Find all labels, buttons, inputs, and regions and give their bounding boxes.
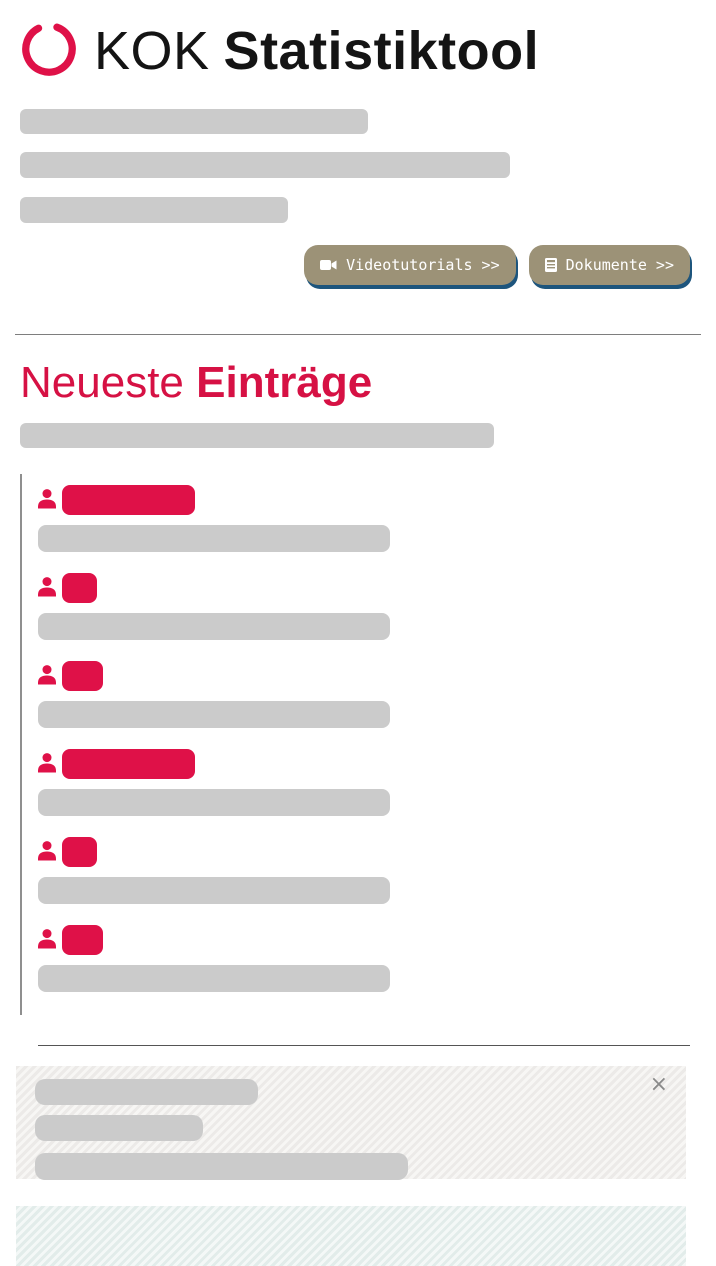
list-item bbox=[38, 573, 690, 640]
entry-author-row bbox=[38, 837, 690, 867]
redacted-text-bar bbox=[20, 423, 494, 448]
user-icon bbox=[38, 664, 56, 690]
redacted-text-bar bbox=[35, 1153, 408, 1180]
entry-detail-redacted bbox=[38, 965, 390, 992]
entry-name-redacted[interactable] bbox=[62, 925, 103, 955]
dokumente-button[interactable]: Dokumente >> bbox=[528, 245, 690, 285]
videotutorials-label: Videotutorials >> bbox=[346, 256, 500, 274]
heading-word-regular: Neueste bbox=[20, 358, 184, 407]
entry-author-row bbox=[38, 925, 690, 955]
redacted-text-bar bbox=[35, 1115, 203, 1141]
close-icon[interactable]: × bbox=[649, 1072, 668, 1097]
entry-author-row bbox=[38, 573, 690, 603]
user-icon bbox=[38, 928, 56, 954]
intro-text-redacted bbox=[20, 109, 696, 223]
dokumente-label: Dokumente >> bbox=[565, 256, 674, 274]
redacted-text-bar bbox=[35, 1079, 258, 1105]
notice-box: × bbox=[16, 1066, 686, 1180]
video-camera-icon bbox=[320, 259, 337, 271]
user-icon bbox=[38, 488, 56, 514]
footer-strip bbox=[16, 1206, 686, 1266]
redacted-text-bar bbox=[20, 109, 368, 134]
entry-author-row bbox=[38, 661, 690, 691]
videotutorials-button[interactable]: Videotutorials >> bbox=[304, 245, 516, 285]
entry-name-redacted[interactable] bbox=[62, 485, 195, 515]
entry-detail-redacted bbox=[38, 789, 390, 816]
entry-name-redacted[interactable] bbox=[62, 837, 97, 867]
entry-author-row bbox=[38, 749, 690, 779]
section-heading: Neueste Einträge bbox=[20, 361, 696, 405]
product-name: Statistiktool bbox=[223, 20, 540, 81]
list-item bbox=[38, 837, 690, 904]
divider bbox=[15, 334, 701, 335]
app-header: KOK Statistiktool bbox=[20, 18, 716, 83]
list-item bbox=[38, 925, 690, 992]
entry-name-redacted[interactable] bbox=[62, 661, 103, 691]
document-icon bbox=[544, 258, 557, 272]
entry-detail-redacted bbox=[38, 701, 390, 728]
entry-name-redacted[interactable] bbox=[62, 749, 195, 779]
page-title: KOK Statistiktool bbox=[94, 20, 539, 82]
user-icon bbox=[38, 752, 56, 778]
entry-detail-redacted bbox=[38, 877, 390, 904]
divider bbox=[38, 1045, 690, 1046]
brand-name: KOK bbox=[94, 20, 210, 81]
action-buttons: Videotutorials >> Dokumente >> bbox=[0, 245, 690, 285]
heading-word-bold: Einträge bbox=[196, 358, 373, 407]
list-item bbox=[38, 661, 690, 728]
redacted-text-bar bbox=[20, 152, 510, 178]
entry-name-redacted[interactable] bbox=[62, 573, 97, 603]
user-icon bbox=[38, 840, 56, 866]
entry-detail-redacted bbox=[38, 613, 390, 640]
entry-detail-redacted bbox=[38, 525, 390, 552]
entry-author-row bbox=[38, 485, 690, 515]
list-item bbox=[38, 485, 690, 552]
redacted-text-bar bbox=[20, 197, 288, 223]
kok-logo-icon[interactable] bbox=[20, 18, 78, 83]
list-item bbox=[38, 749, 690, 816]
entries-list bbox=[20, 474, 690, 1015]
user-icon bbox=[38, 576, 56, 602]
